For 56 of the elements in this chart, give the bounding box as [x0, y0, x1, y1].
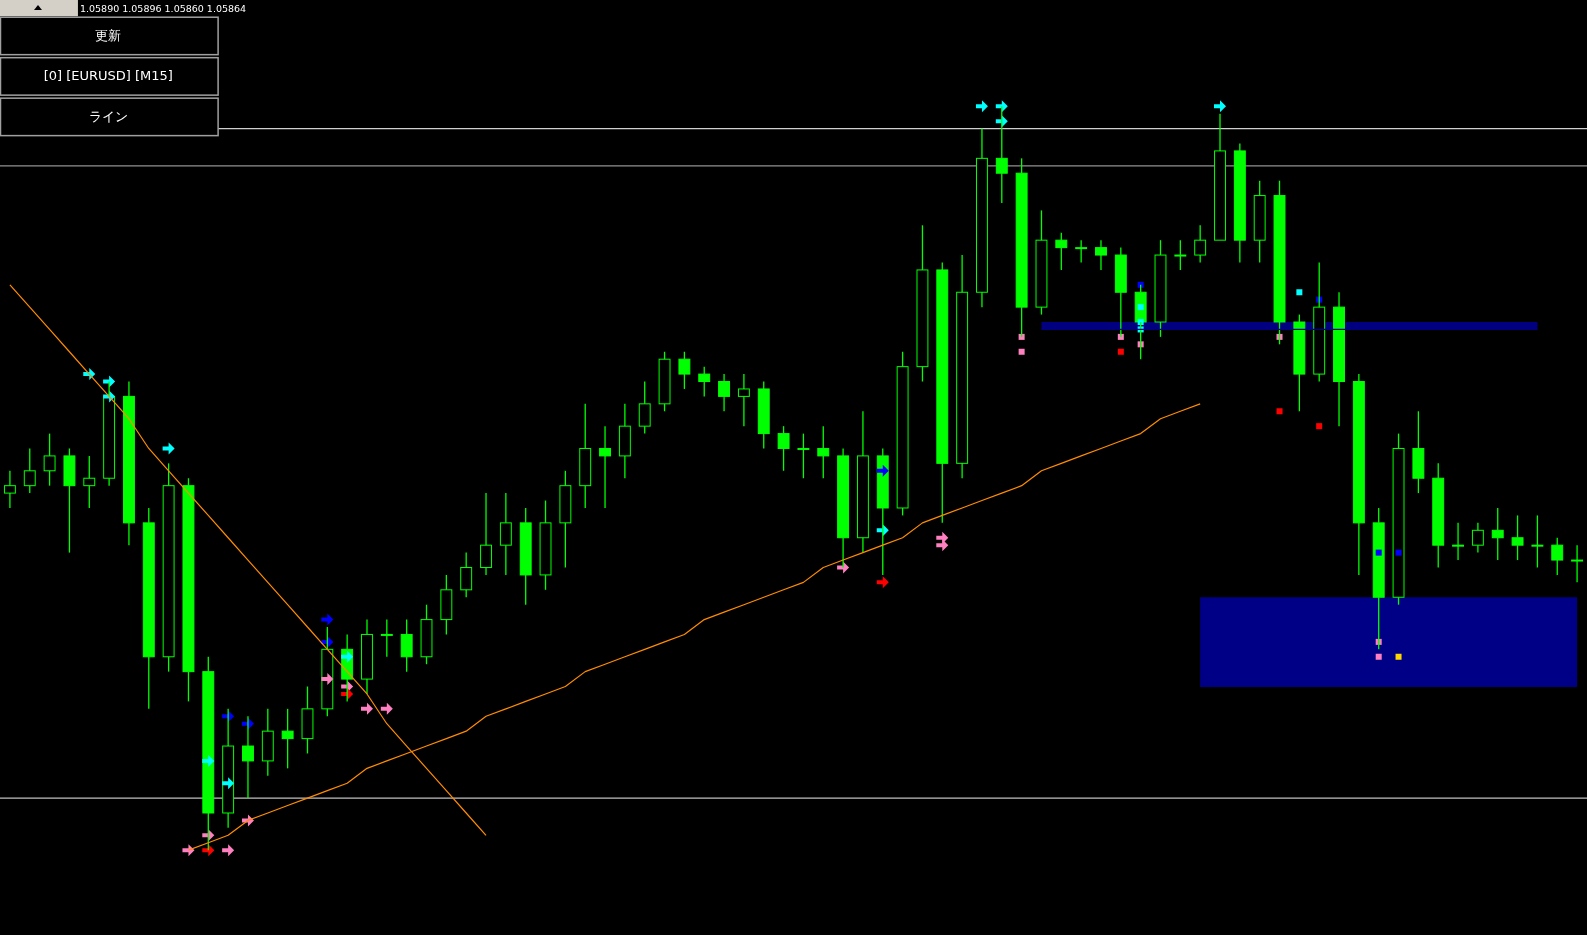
candlestick: [1352, 373, 1365, 576]
point: [1117, 333, 1124, 340]
point: [1117, 348, 1124, 355]
candlestick: [817, 425, 830, 479]
candlestick: [718, 373, 731, 412]
candlestick: [856, 410, 869, 554]
candlestick: [1571, 544, 1584, 584]
candlestick: [1531, 514, 1544, 569]
annotation: ライン: [88, 108, 128, 124]
point: [876, 464, 889, 477]
candlestick: [1491, 507, 1504, 561]
point: [936, 539, 949, 552]
point: [1137, 304, 1144, 311]
candlestick: [579, 403, 592, 509]
candlestick: [1471, 522, 1484, 554]
candlestick: [83, 455, 96, 509]
point: [182, 844, 195, 857]
point: [1018, 333, 1025, 340]
candlestick: [1095, 239, 1107, 271]
point: [321, 673, 334, 686]
point: [1214, 100, 1227, 113]
point: [341, 650, 354, 663]
candlestick: [599, 425, 611, 509]
candlestick: [737, 373, 750, 427]
candlestick: [480, 492, 492, 576]
point: [975, 100, 988, 113]
point: [222, 777, 235, 790]
point: [202, 844, 215, 857]
candlestick: [976, 127, 988, 308]
point: [1137, 281, 1144, 288]
point: [1375, 549, 1382, 556]
point: [876, 576, 889, 589]
point: [222, 844, 235, 857]
point: [1296, 289, 1303, 296]
point: [995, 100, 1008, 113]
point: [162, 442, 175, 455]
candlestick: [122, 380, 135, 546]
point: [1375, 653, 1382, 660]
point: [202, 754, 215, 767]
text: 更新: [95, 27, 122, 43]
candlestick: [361, 618, 373, 695]
point: [1276, 408, 1283, 415]
candlestick: [281, 708, 294, 769]
candlestick: [1333, 291, 1345, 427]
candlestick: [956, 254, 969, 479]
point: [380, 702, 393, 715]
point: [876, 524, 889, 537]
point: [1018, 348, 1025, 355]
point: [360, 702, 373, 715]
point: [321, 613, 334, 626]
candlestick: [618, 403, 631, 479]
candlestick: [499, 492, 512, 576]
point: [1316, 423, 1323, 430]
candlestick: [3, 470, 16, 509]
text: 1.05890 1.05896 1.05860 1.05864: [79, 2, 247, 14]
text: [0] [EURUSD] [M15]: [43, 68, 173, 84]
